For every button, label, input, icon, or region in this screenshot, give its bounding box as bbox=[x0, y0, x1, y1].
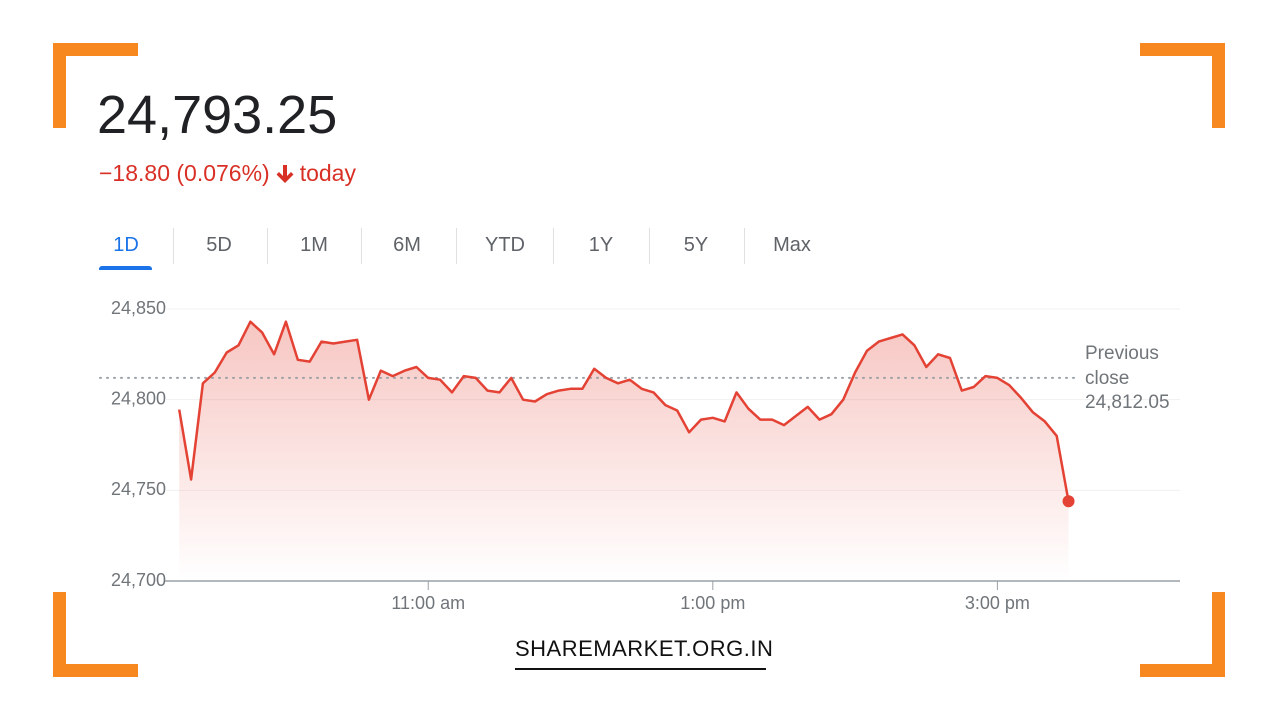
tab-separator bbox=[456, 228, 457, 264]
last-point bbox=[1062, 495, 1075, 508]
price-line bbox=[177, 320, 1070, 502]
range-tab[interactable]: 5D bbox=[206, 234, 232, 256]
watermark: SHAREMARKET.ORG.IN bbox=[515, 636, 773, 670]
range-tab[interactable]: 6M bbox=[393, 234, 421, 256]
range-tab[interactable]: 1Y bbox=[588, 234, 614, 256]
x-tick-label: 3:00 pm bbox=[965, 593, 1030, 613]
range-tab[interactable]: 1M bbox=[300, 234, 328, 256]
y-tick-label: 24,850 bbox=[111, 298, 166, 318]
change-row: −18.80 (0.076%) today bbox=[99, 160, 356, 187]
y-tick-label: 24,800 bbox=[111, 388, 166, 408]
y-tick-label: 24,750 bbox=[111, 479, 166, 499]
reference-label: Previous close bbox=[1085, 343, 1159, 389]
tab-separator bbox=[648, 228, 650, 264]
tab-separator bbox=[360, 228, 362, 264]
tab-separator bbox=[266, 228, 268, 264]
range-tab[interactable]: 5Y bbox=[683, 234, 709, 256]
down-arrow bbox=[276, 164, 294, 183]
change: −18.80 (0.076%) bbox=[99, 160, 270, 186]
x-tick-label: 1:00 pm bbox=[680, 593, 745, 613]
price: 24,793.25 bbox=[97, 85, 338, 145]
period: today bbox=[299, 160, 356, 186]
x-tick-label: 11:00 am bbox=[391, 593, 465, 613]
range-tab[interactable]: YTD bbox=[485, 234, 525, 256]
tab-underline bbox=[99, 266, 152, 270]
area-fill bbox=[179, 321, 1069, 581]
range-tab[interactable]: 1D bbox=[113, 234, 139, 256]
tab-separator bbox=[553, 228, 554, 264]
tab-separator bbox=[172, 228, 174, 264]
reference-value: 24,812.05 bbox=[1085, 392, 1170, 413]
tab-separator bbox=[744, 228, 745, 264]
y-tick-label: 24,700 bbox=[111, 570, 166, 590]
corner-brackets bbox=[53, 43, 1225, 677]
range-tab[interactable]: Max bbox=[773, 234, 811, 256]
